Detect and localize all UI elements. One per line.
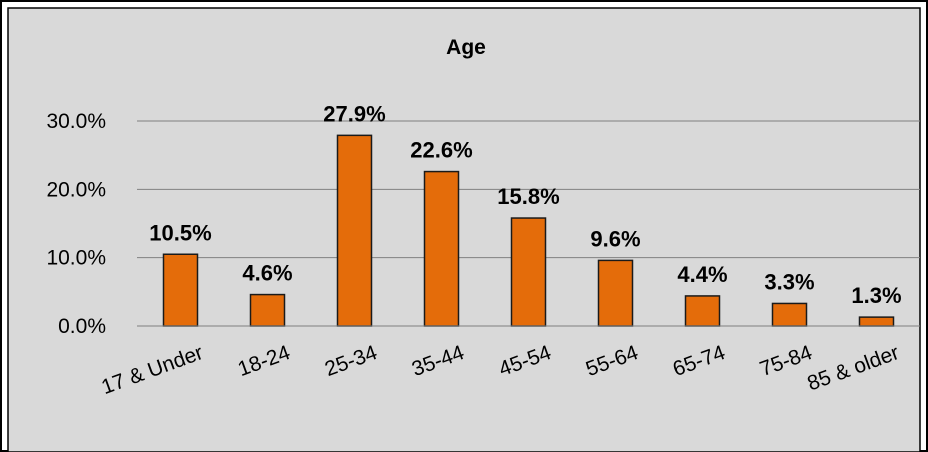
data-label: 4.4%: [677, 262, 727, 287]
bar: [423, 170, 460, 327]
bars: [162, 134, 895, 327]
bar: [597, 259, 634, 327]
y-tick-label: 10.0%: [46, 247, 106, 270]
data-label: 10.5%: [149, 220, 211, 245]
data-label: 27.9%: [323, 101, 385, 126]
bar: [510, 217, 547, 327]
bar: [684, 295, 721, 327]
chart-title: Age: [446, 36, 486, 59]
y-tick-label: 20.0%: [46, 178, 106, 201]
bar: [162, 253, 199, 327]
bar: [858, 316, 895, 327]
bar: [336, 134, 373, 327]
data-label: 3.3%: [764, 269, 814, 294]
bar: [249, 293, 286, 327]
data-label: 9.6%: [590, 226, 640, 251]
data-label: 1.3%: [851, 283, 901, 308]
data-label: 4.6%: [242, 261, 292, 286]
data-label: 15.8%: [497, 184, 559, 209]
y-axis-tick-labels: 0.0% 10.0% 20.0% 30.0%: [46, 110, 106, 338]
data-label: 22.6%: [410, 138, 472, 163]
chart-area-background: [7, 7, 921, 452]
data-labels: 10.5% 4.6% 27.9% 22.6% 15.8% 9.6% 4.4% 3.3% 1.3%: [149, 101, 901, 308]
y-tick-label: 30.0%: [46, 110, 106, 133]
bar: [771, 302, 808, 327]
y-tick-label: 0.0%: [58, 315, 106, 338]
